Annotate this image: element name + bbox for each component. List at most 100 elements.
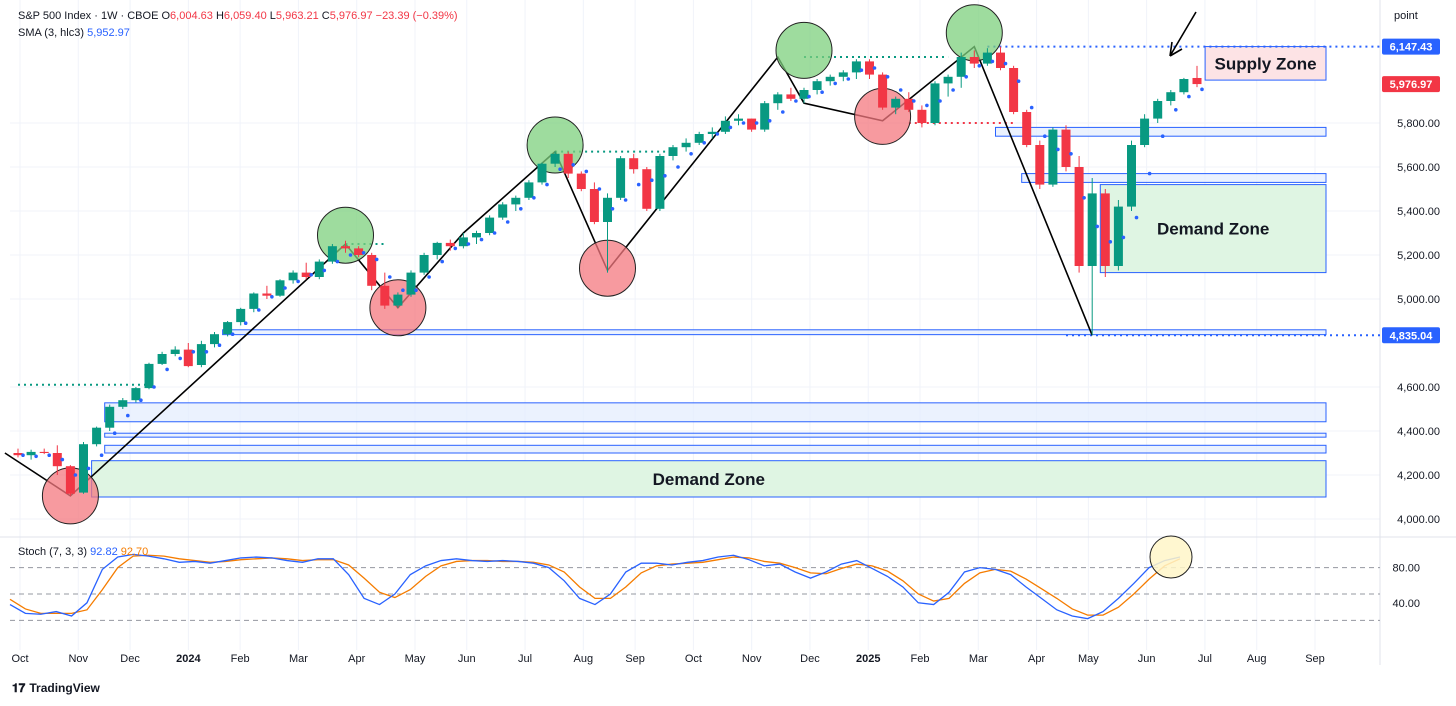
sma-dot xyxy=(951,88,955,92)
sma-dot xyxy=(414,288,418,293)
stoch-indicator-label[interactable]: Stoch (7, 3, 3) 92.82 92.70 xyxy=(18,546,148,558)
pivot-circle-5 xyxy=(775,21,833,79)
price-scale-unit[interactable]: point xyxy=(1394,10,1418,22)
sma-dot xyxy=(728,125,733,130)
candle xyxy=(786,87,796,101)
candle xyxy=(1048,127,1058,187)
candle-body xyxy=(1048,129,1058,185)
sma-dot xyxy=(1082,196,1086,200)
candle xyxy=(851,59,861,79)
sma-dot xyxy=(21,453,25,458)
candle-body xyxy=(1035,145,1045,185)
candle-body xyxy=(144,363,154,389)
candle xyxy=(930,81,940,126)
sma-dot xyxy=(309,273,314,277)
candle-body xyxy=(92,427,102,445)
sma-dot xyxy=(532,196,536,200)
candle xyxy=(1127,140,1136,211)
x-tick-label: Nov xyxy=(742,653,762,665)
candle xyxy=(629,153,639,174)
stoch-tick-label: 80.00 xyxy=(1392,563,1420,575)
price-label-bg xyxy=(1382,76,1440,93)
level-box-1 xyxy=(104,432,1327,438)
candle-body xyxy=(79,444,88,493)
candle-body xyxy=(249,293,259,309)
candle-body xyxy=(65,466,75,494)
tradingview-label: TradingView xyxy=(29,681,100,695)
candle-body xyxy=(498,204,508,218)
candle-body xyxy=(642,169,652,209)
candle-body xyxy=(26,451,36,456)
price-label: 5,976.97 xyxy=(1390,79,1433,91)
sma-dot xyxy=(636,182,641,187)
sma-dots xyxy=(21,59,1204,477)
candle-body xyxy=(236,308,246,323)
candle xyxy=(1100,189,1110,277)
price-label-bg xyxy=(1382,38,1440,55)
y-tick-label: 4,600.00 xyxy=(1397,382,1440,394)
candle-body xyxy=(681,142,691,148)
candle xyxy=(1166,90,1176,106)
candle-body xyxy=(865,61,874,75)
candle-body xyxy=(904,98,914,110)
sma-dot xyxy=(283,286,287,290)
stoch-d-line xyxy=(9,554,1181,616)
candle xyxy=(550,151,560,167)
sma-dot xyxy=(348,253,353,257)
sma-dot xyxy=(479,237,484,242)
candle-body xyxy=(878,74,888,108)
candle xyxy=(511,195,521,211)
candle xyxy=(380,272,390,309)
sma-dot xyxy=(1056,147,1060,152)
candle xyxy=(65,465,75,496)
x-tick-label: Sep xyxy=(625,653,645,665)
sma-dot xyxy=(296,279,300,284)
candle xyxy=(393,292,403,308)
sma-dot xyxy=(466,242,471,246)
x-tick-label: Jul xyxy=(518,653,532,665)
sma-dot xyxy=(34,454,38,459)
x-tick-label: Nov xyxy=(68,653,88,665)
candle xyxy=(341,240,350,253)
candle-body xyxy=(668,147,678,156)
tradingview-logo[interactable]: 𝟏𝟕 TradingView xyxy=(12,681,100,696)
zone-1 xyxy=(1099,184,1327,274)
sma-dot xyxy=(1134,215,1139,220)
candle-body xyxy=(105,406,115,428)
candle-body xyxy=(131,388,141,401)
sma-dot xyxy=(519,207,523,211)
swing-trendline xyxy=(4,45,1093,497)
x-tick-label: Mar xyxy=(289,653,308,665)
sma-dot xyxy=(99,453,104,458)
zone-0 xyxy=(1204,46,1327,81)
sma-dot xyxy=(898,88,903,92)
x-tick-label: Jul xyxy=(1198,653,1212,665)
price-label: 6,147.43 xyxy=(1390,42,1433,54)
sma-dot xyxy=(270,295,274,299)
candle xyxy=(825,74,835,86)
gridlines xyxy=(10,0,1380,650)
candle xyxy=(1140,114,1150,148)
sma-dot xyxy=(689,152,693,156)
candle-body xyxy=(720,120,730,132)
candle-body xyxy=(930,83,940,123)
close-label: C xyxy=(321,10,330,22)
candle-body xyxy=(1061,129,1071,167)
candle-body xyxy=(812,81,822,90)
candle-body xyxy=(838,72,848,77)
candle-body xyxy=(157,354,167,364)
x-tick-label: Oct xyxy=(11,653,28,665)
sma-dot xyxy=(1069,152,1073,156)
candle xyxy=(524,180,534,200)
sma-indicator-label[interactable]: SMA (3, hlc3) 5,952.97 xyxy=(18,27,130,39)
candle-body xyxy=(314,261,324,277)
candle xyxy=(367,252,377,291)
candle-body xyxy=(472,233,481,238)
y-tick-label: 5,600.00 xyxy=(1397,162,1440,174)
candle xyxy=(39,448,49,455)
y-tick-label: 5,400.00 xyxy=(1397,206,1440,218)
candle xyxy=(760,101,770,132)
candle xyxy=(707,127,717,139)
candle-body xyxy=(786,94,796,99)
sma-value: 5,952.97 xyxy=(87,27,130,39)
